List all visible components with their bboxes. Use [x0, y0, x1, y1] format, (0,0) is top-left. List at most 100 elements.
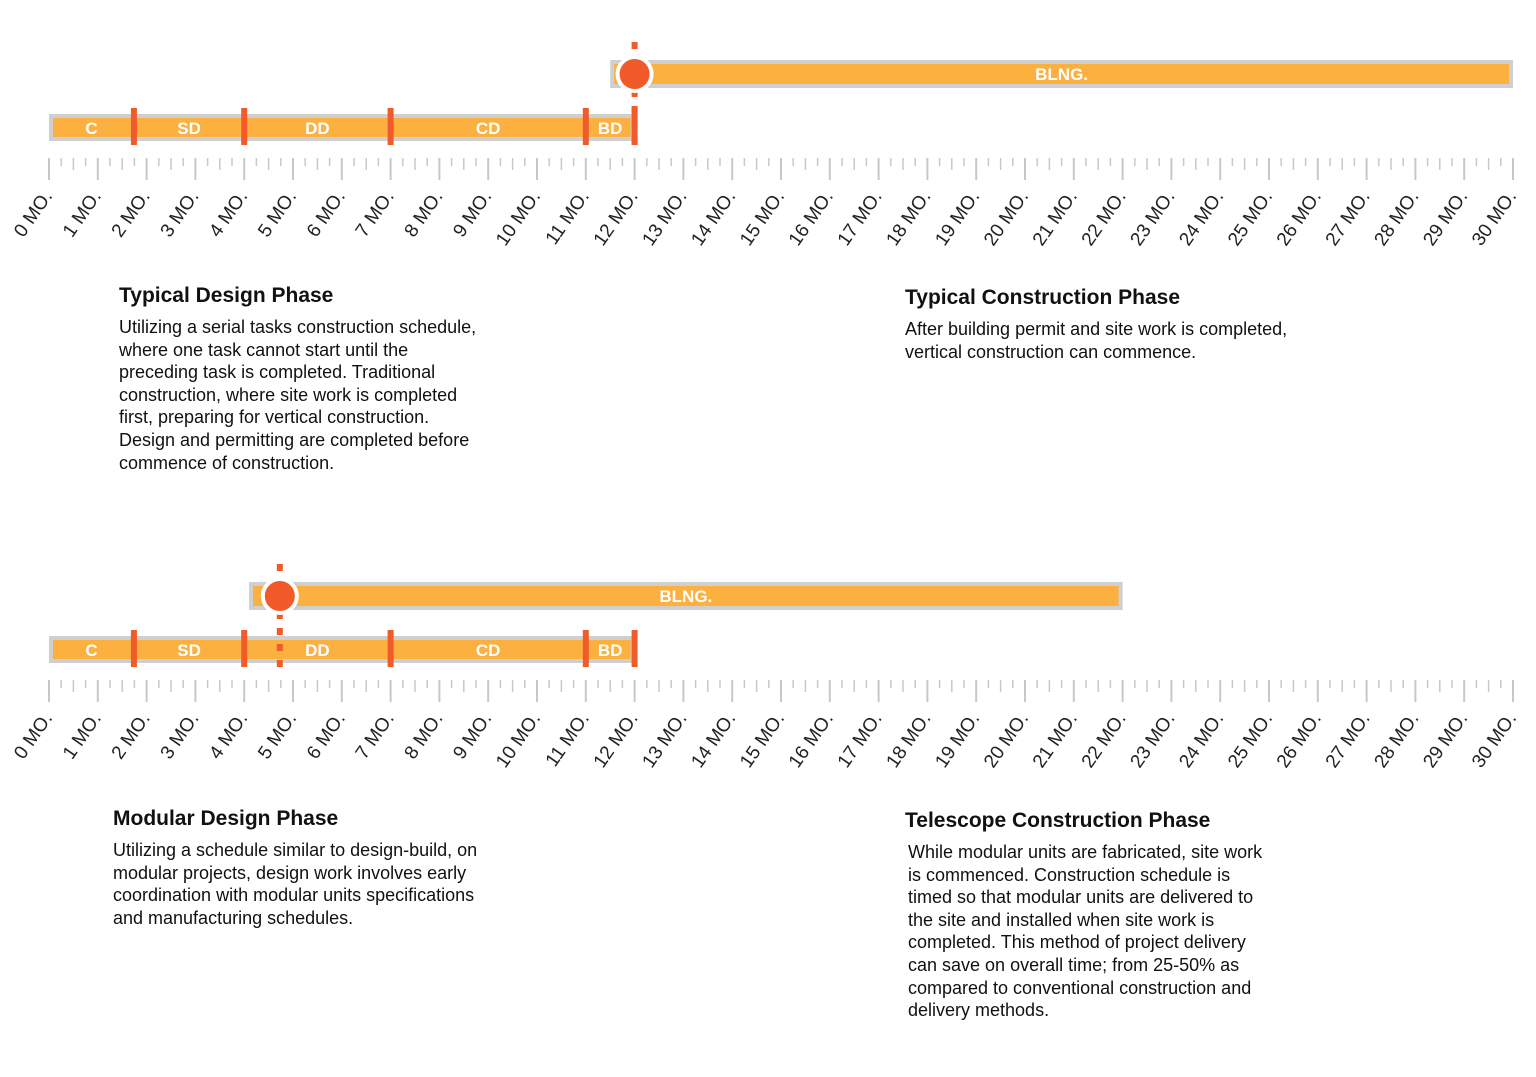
block-text: While modular units are fabricated, site…	[908, 842, 1263, 1021]
building-bar	[614, 64, 1509, 84]
axis-tick-label: 28 MO.	[1371, 709, 1424, 772]
axis-tick-label: 4 MO.	[205, 709, 252, 763]
phase-divider	[582, 108, 589, 145]
axis-tick-label: 14 MO.	[687, 709, 740, 772]
timeline-1: C SD DD CD BD BLNG. 0 MO. 1 MO. 2 MO. 3 MO. 4 MO. 5…	[10, 42, 1521, 250]
axis-tick-label: 13 MO.	[639, 187, 692, 250]
phase-divider	[582, 630, 589, 667]
block-title: Telescope Construction Phase	[905, 809, 1211, 832]
axis-tick-label: 9 MO.	[449, 187, 496, 241]
axis-tick-label: 30 MO.	[1468, 709, 1521, 772]
building-label: BLNG.	[1035, 65, 1088, 84]
phase-bar	[53, 640, 631, 659]
axis-tick-label: 6 MO.	[303, 709, 350, 763]
axis-tick-label: 10 MO.	[492, 709, 545, 772]
phase-divider	[130, 108, 137, 145]
axis-tick-label: 6 MO.	[303, 187, 350, 241]
axis-tick-label: 21 MO.	[1029, 709, 1082, 772]
axis-tick-label: 22 MO.	[1078, 709, 1131, 772]
axis-tick-label: 21 MO.	[1029, 187, 1082, 250]
phase-divider	[387, 630, 394, 667]
axis-tick-label: 28 MO.	[1371, 187, 1424, 250]
axis-tick-label: 10 MO.	[492, 187, 545, 250]
phase-divider	[241, 630, 248, 667]
axis-tick-label: 18 MO.	[883, 709, 936, 772]
axis-tick-label: 15 MO.	[736, 187, 789, 250]
axis-tick-label: 26 MO.	[1273, 187, 1326, 250]
phase-divider	[631, 630, 638, 667]
milestone-dot	[615, 55, 654, 93]
axis-tick-label: 0 MO.	[10, 187, 57, 241]
axis-tick-label: 19 MO.	[931, 709, 984, 772]
axis-tick-label: 24 MO.	[1175, 187, 1228, 250]
axis-tick-label: 11 MO.	[542, 709, 594, 771]
block-title: Modular Design Phase	[113, 807, 339, 830]
axis-tick-label: 17 MO.	[834, 709, 887, 772]
phase-divider	[241, 108, 248, 145]
phase-label: BD	[598, 119, 623, 138]
block-text: Utilizing a schedule similar to design-b…	[113, 840, 478, 928]
axis-tick-label: 15 MO.	[736, 709, 789, 772]
phase-divider	[387, 108, 394, 145]
axis-tick-label: 16 MO.	[785, 709, 838, 772]
axis-tick-label: 2 MO.	[108, 709, 155, 763]
axis-tick-label: 25 MO.	[1224, 187, 1277, 250]
axis-tick-label: 29 MO.	[1419, 187, 1472, 250]
block-text: After building permit and site work is c…	[905, 319, 1288, 362]
block-text: Utilizing a serial tasks construction sc…	[119, 317, 477, 473]
axis-tick-label: 12 MO.	[590, 187, 643, 250]
axis-tick-label: 27 MO.	[1322, 187, 1375, 250]
axis-tick-label: 3 MO.	[157, 187, 204, 241]
axis-tick-label: 1 MO.	[59, 187, 106, 241]
milestone-dot	[260, 577, 299, 615]
phase-label: CD	[476, 641, 501, 660]
phase-label: C	[85, 641, 97, 660]
axis-tick-label: 2 MO.	[108, 187, 155, 241]
axis-tick-label: 11 MO.	[542, 187, 594, 249]
phase-divider	[130, 630, 137, 667]
axis-tick-label: 13 MO.	[639, 709, 692, 772]
axis-tick-label: 22 MO.	[1078, 187, 1131, 250]
axis-tick-label: 27 MO.	[1322, 709, 1375, 772]
axis-tick-label: 8 MO.	[401, 187, 448, 241]
phase-label: C	[85, 119, 97, 138]
axis-tick-label: 7 MO.	[352, 187, 399, 241]
axis-tick-label: 0 MO.	[10, 709, 57, 763]
axis-tick-label: 25 MO.	[1224, 709, 1277, 772]
axis-tick-label: 23 MO.	[1127, 709, 1180, 772]
axis-tick-label: 14 MO.	[687, 187, 740, 250]
phase-label: SD	[177, 641, 201, 660]
axis-tick-label: 19 MO.	[931, 187, 984, 250]
axis-tick-label: 23 MO.	[1127, 187, 1180, 250]
phase-label: DD	[305, 119, 330, 138]
axis-tick-label: 12 MO.	[590, 709, 643, 772]
block-title: Typical Construction Phase	[905, 286, 1180, 309]
axis-tick-label: 1 MO.	[59, 709, 106, 763]
axis-tick-label: 17 MO.	[834, 187, 887, 250]
axis-tick-label: 9 MO.	[449, 709, 496, 763]
axis-tick-label: 20 MO.	[980, 709, 1033, 772]
typical-design-block: Typical Design Phase Utilizing a serial …	[119, 284, 476, 474]
axis-tick-label: 5 MO.	[254, 187, 301, 241]
axis-tick-label: 5 MO.	[254, 709, 301, 763]
typical-construction-block: Typical Construction Phase After buildin…	[905, 286, 1287, 363]
telescope-construction-block: Telescope Construction Phase While modul…	[905, 809, 1262, 1022]
phase-label: CD	[476, 119, 501, 138]
axis-tick-label: 4 MO.	[205, 187, 252, 241]
axis-tick-label: 30 MO.	[1468, 187, 1521, 250]
axis-tick-label: 26 MO.	[1273, 709, 1326, 772]
phase-label: SD	[177, 119, 201, 138]
phase-label: BD	[598, 641, 623, 660]
phase-label: DD	[305, 641, 330, 660]
axis-tick-label: 16 MO.	[785, 187, 838, 250]
modular-design-block: Modular Design Phase Utilizing a schedul…	[113, 807, 477, 929]
axis-tick-label: 18 MO.	[883, 187, 936, 250]
axis-tick-label: 29 MO.	[1419, 709, 1472, 772]
timeline-2: C SD DD CD BD BLNG. 0 MO. 1 MO. 2 MO. 3 MO. 4 MO. 5…	[10, 564, 1521, 772]
building-bar	[253, 586, 1119, 606]
axis-tick-label: 7 MO.	[352, 709, 399, 763]
axis-tick-label: 20 MO.	[980, 187, 1033, 250]
axis-tick-label: 8 MO.	[401, 709, 448, 763]
phase-bar	[53, 118, 631, 137]
